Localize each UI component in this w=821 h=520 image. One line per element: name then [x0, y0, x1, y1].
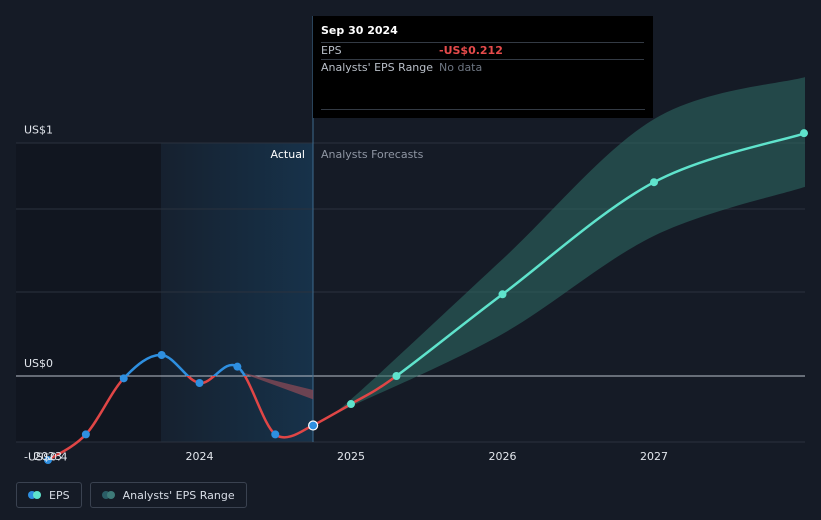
eps-actual-point [233, 362, 242, 371]
tooltip-eps-row: EPS -US$0.212 [321, 42, 644, 59]
x-tick-label: 2024 [186, 450, 214, 463]
tooltip-divider [321, 109, 645, 110]
eps-forecast-line-positive [394, 132, 805, 376]
tooltip-eps-value: -US$0.212 [439, 44, 503, 57]
y-axis-labels: US$1 US$0 -US$0.4 [24, 124, 68, 464]
x-axis-labels: 2023 2024 2025 2026 2027 [34, 450, 668, 463]
eps-points [44, 129, 808, 465]
eps-forecast-point [498, 290, 507, 299]
x-tick-label: 2025 [337, 450, 365, 463]
tooltip-range-label: Analysts' EPS Range [321, 61, 434, 74]
y-tick-label: US$0 [24, 357, 53, 370]
x-tick-label: 2027 [640, 450, 668, 463]
forecast-eps-range-band [313, 77, 805, 426]
tooltip-range-row: Analysts' EPS Range No data [321, 59, 644, 76]
tooltip: Sep 30 2024 EPS -US$0.212 Analysts' EPS … [313, 16, 653, 118]
actual-region-label: Actual [271, 148, 305, 161]
eps-actual-line-negative [47, 376, 314, 462]
x-tick-label: 2023 [34, 450, 62, 463]
eps-legend-icon [28, 491, 42, 499]
eps-forecast-point [392, 372, 401, 380]
legend-eps-label: EPS [49, 488, 70, 502]
eps-actual-point [271, 430, 280, 439]
eps-actual-point [44, 456, 52, 465]
eps-forecast-point [650, 178, 658, 187]
eps-forecast-point [347, 400, 355, 409]
eps-actual-point [195, 379, 204, 388]
eps-actual-point [308, 420, 319, 431]
eps-actual-point [119, 374, 128, 383]
legend: EPS Analysts' EPS Range [16, 482, 247, 508]
tooltip-eps-label: EPS [321, 44, 342, 57]
past-eps-range-band [237, 371, 314, 400]
eps-actual-point [157, 350, 166, 359]
eps-forecast-point [800, 129, 808, 138]
legend-range-label: Analysts' EPS Range [122, 488, 235, 502]
tooltip-range-value: No data [439, 61, 483, 74]
y-tick-label: -US$0.4 [24, 450, 68, 463]
eps-actual-line-positive [124, 353, 247, 376]
x-tick-label: 2026 [489, 450, 517, 463]
legend-eps-toggle[interactable]: EPS [16, 482, 82, 508]
eps-actual-point [81, 430, 90, 439]
y-tick-label: US$1 [24, 124, 53, 137]
legend-range-toggle[interactable]: Analysts' EPS Range [89, 482, 247, 508]
range-legend-icon [101, 491, 116, 499]
forecast-region-label: Analysts Forecasts [321, 148, 424, 161]
tooltip-date: Sep 30 2024 [321, 24, 398, 37]
